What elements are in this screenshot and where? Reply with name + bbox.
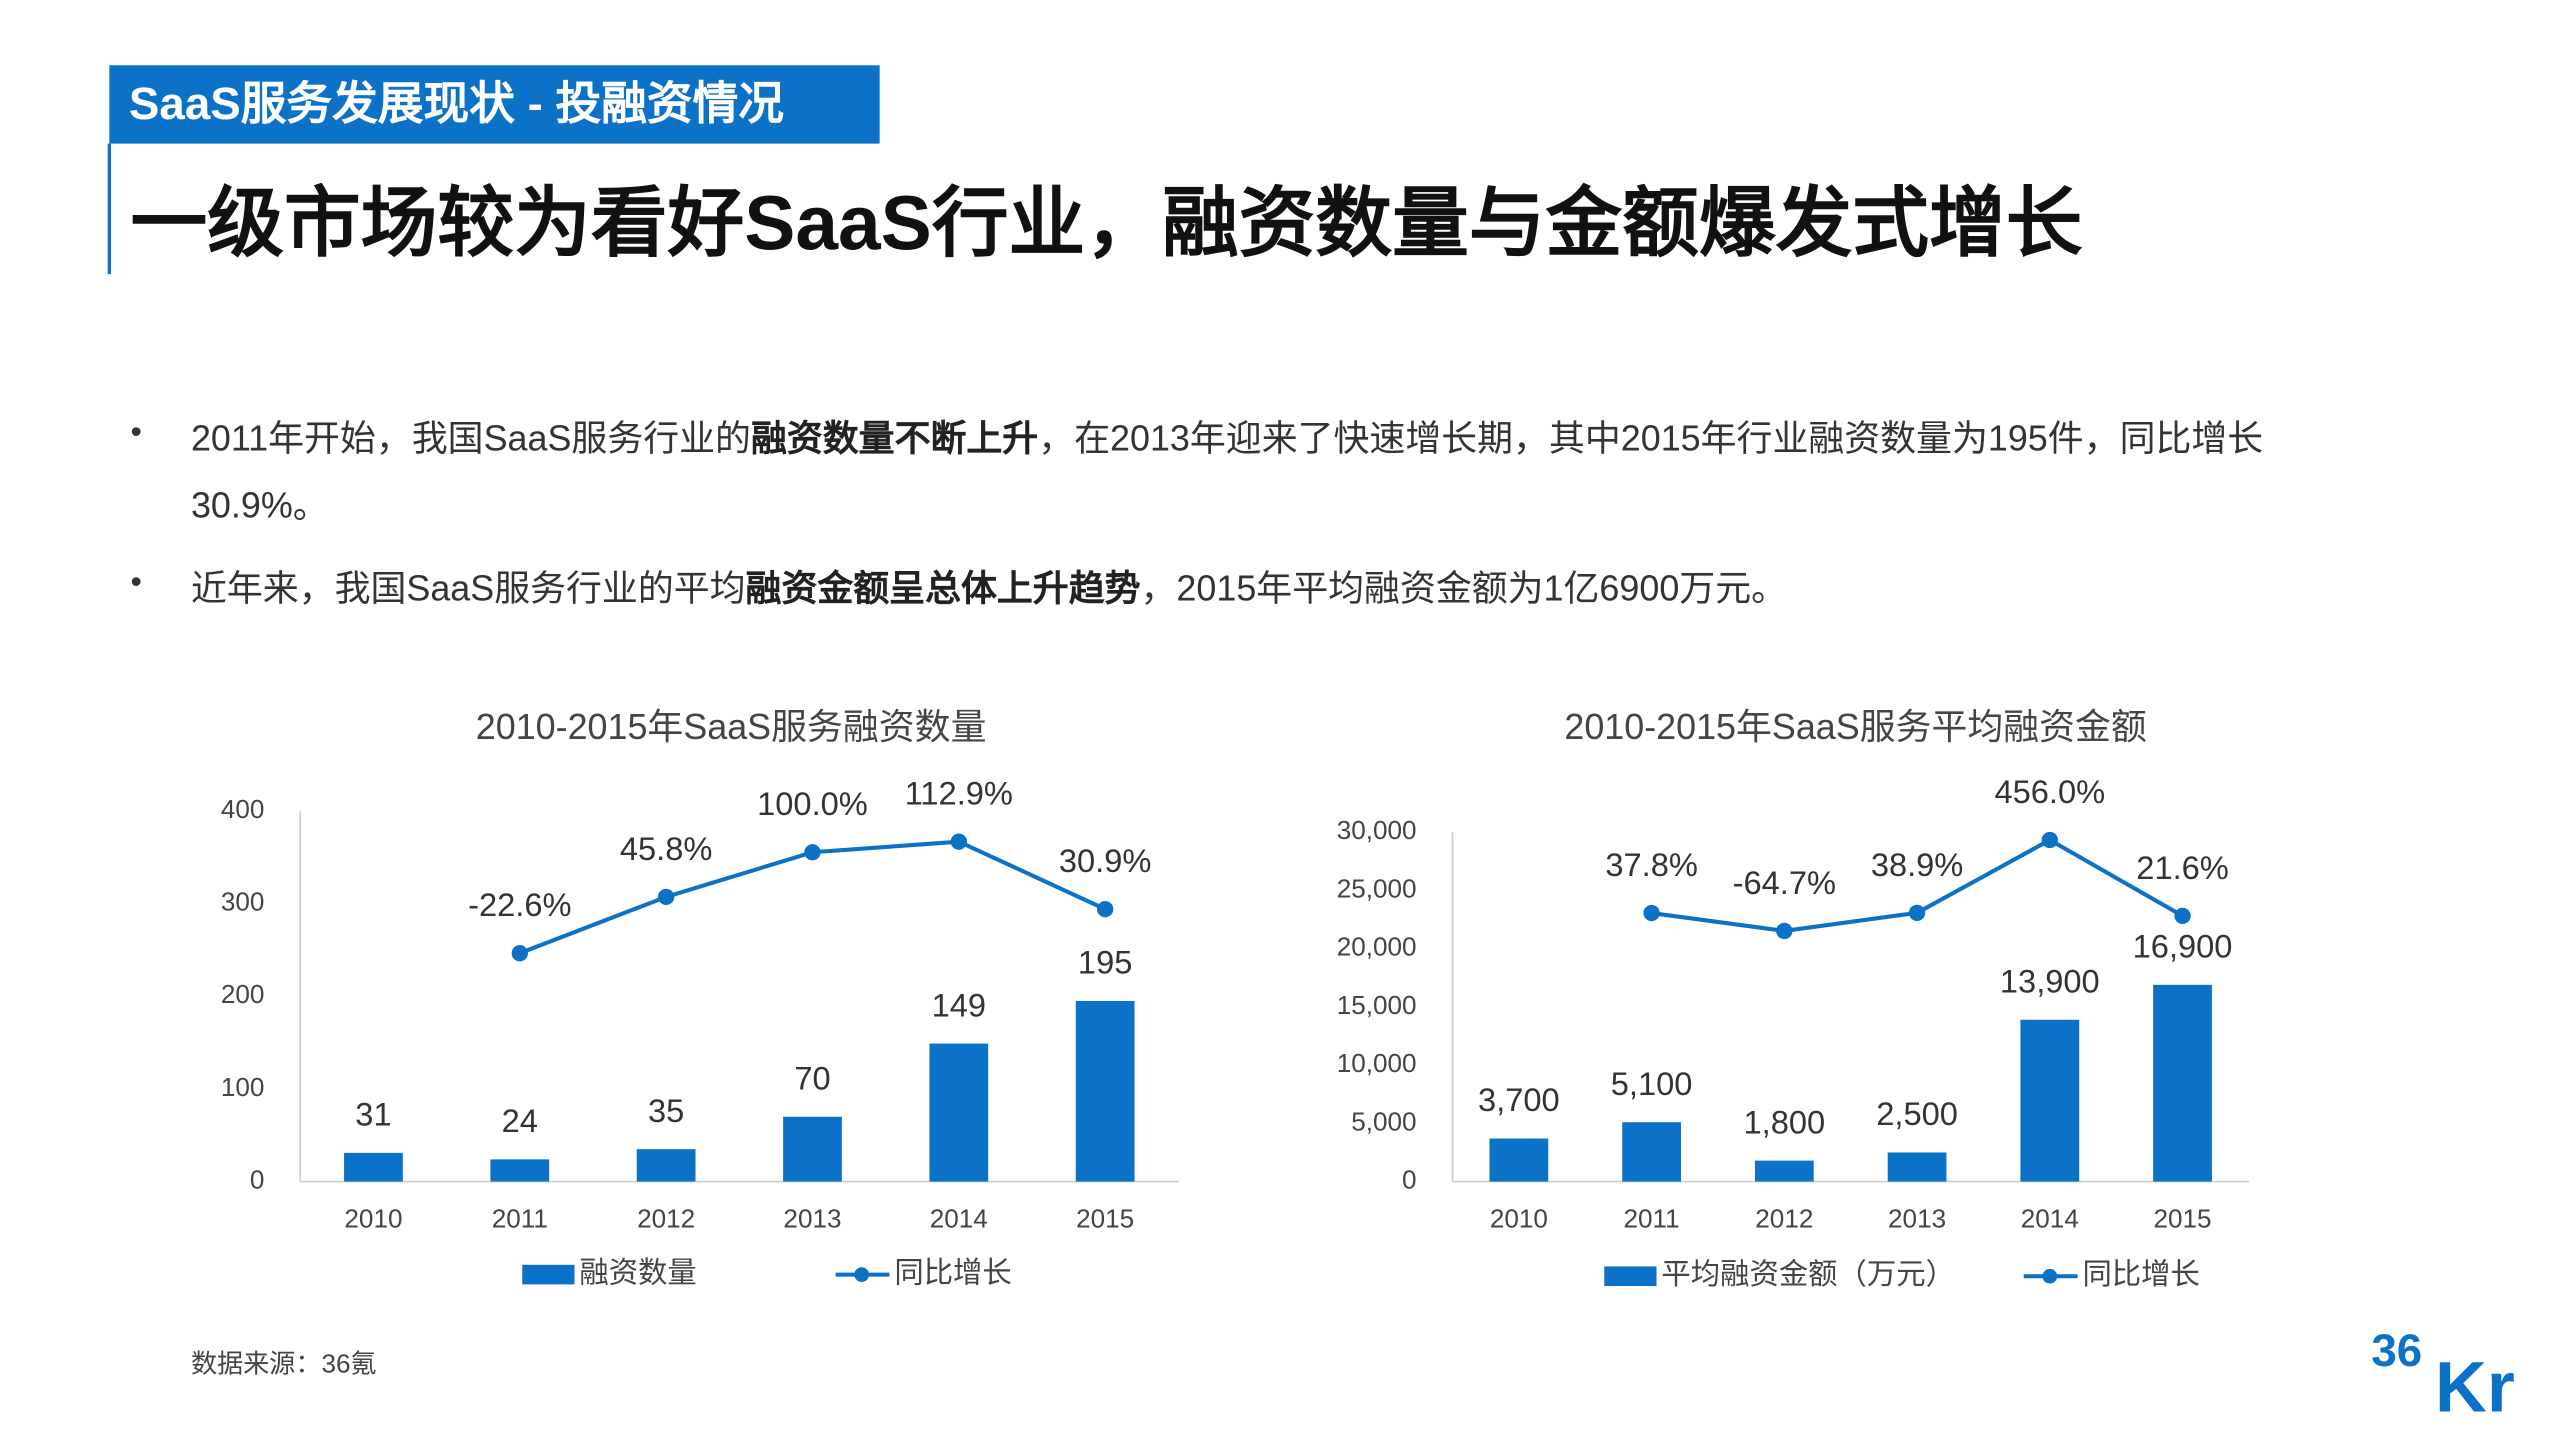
bar [929, 1043, 989, 1182]
bold-text: 融资数量不断上升 [750, 417, 1039, 459]
legend-label: 平均融资金额（万元） [1661, 1258, 1955, 1291]
bar [1489, 1138, 1549, 1182]
legend-swatch [522, 1264, 575, 1285]
chart-title: 2010-2015年SaaS服务融资数量 [476, 707, 987, 747]
x-tick-label: 2014 [2021, 1204, 2079, 1234]
data-label: 38.9% [1871, 846, 1964, 883]
bar [490, 1159, 550, 1182]
data-label: 13,900 [2000, 962, 2100, 999]
line-point [950, 833, 967, 850]
y-tick-label: 400 [221, 794, 265, 824]
data-label: 149 [932, 986, 986, 1023]
y-tick-label: 300 [221, 887, 265, 917]
x-tick-label: 2011 [1624, 1204, 1680, 1234]
line-point [804, 844, 821, 861]
x-tick-label: 2015 [2154, 1204, 2212, 1234]
line-point [657, 888, 675, 906]
bar [344, 1152, 403, 1182]
data-label: 100.0% [757, 785, 868, 822]
text: 近年来，我国SaaS服务行业的平均 [190, 567, 746, 609]
line-point [1908, 904, 1926, 922]
bar [1887, 1152, 1947, 1182]
data-label: -22.6% [468, 886, 571, 923]
accent-line [107, 143, 111, 275]
bullet-dot: • [130, 564, 143, 601]
slide-title: 一级市场较为看好SaaS行业，融资数量与金额爆发式增长 [130, 179, 2083, 267]
x-tick-label: 2014 [930, 1204, 988, 1234]
data-label: 24 [502, 1102, 538, 1139]
line-point [1643, 904, 1660, 922]
data-label: 5,100 [1611, 1065, 1693, 1102]
bar [1754, 1160, 1814, 1182]
y-tick-label: 200 [221, 979, 265, 1009]
data-label: 37.8% [1605, 846, 1698, 883]
x-tick-label: 2013 [783, 1204, 841, 1234]
y-tick-label: 5,000 [1351, 1106, 1416, 1136]
x-tick-label: 2012 [1755, 1204, 1813, 1234]
y-tick-label: 10,000 [1337, 1048, 1417, 1078]
data-label: 3,700 [1478, 1081, 1560, 1118]
bullet-text: 近年来，我国SaaS服务行业的平均融资金额呈总体上升趋势，2015年平均融资金额… [191, 555, 2378, 622]
line-point [1776, 922, 1793, 940]
x-tick-label: 2011 [492, 1204, 548, 1234]
data-label: 456.0% [1994, 773, 2105, 810]
bar [636, 1149, 696, 1182]
bullet-dot: • [130, 414, 143, 451]
line-point [2041, 831, 2058, 849]
x-tick-label: 2013 [1888, 1204, 1946, 1234]
data-label: 112.9% [905, 775, 1013, 812]
legend-label: 同比增长 [894, 1256, 1011, 1289]
data-label: 1,800 [1744, 1103, 1826, 1140]
data-label: 16,900 [2133, 928, 2233, 965]
logo: 36 [2371, 1325, 2423, 1376]
data-label: -64.7% [1733, 864, 1836, 901]
data-label: 30.9% [1059, 842, 1152, 879]
y-tick-label: 30,000 [1337, 815, 1417, 845]
text: ，在2013年迎来了快速增长期，其中2015年行业融资数量为195件，同比增长3… [190, 417, 2264, 526]
y-tick-label: 100 [221, 1072, 265, 1102]
bar [1622, 1122, 1681, 1182]
y-tick-label: 0 [250, 1164, 265, 1194]
bold-text: 融资金额呈总体上升趋势 [745, 567, 1141, 609]
y-tick-label: 25,000 [1337, 873, 1417, 903]
x-tick-label: 2010 [1490, 1204, 1548, 1234]
y-tick-label: 20,000 [1337, 932, 1417, 962]
legend-swatch [1604, 1266, 1657, 1287]
y-tick-label: 0 [1402, 1164, 1417, 1194]
line-point [1096, 901, 1114, 918]
data-label: 31 [355, 1096, 391, 1133]
bullet-text: 2011年开始，我国SaaS服务行业的融资数量不断上升，在2013年迎来了快速增… [191, 405, 2378, 539]
legend-dot [854, 1267, 870, 1282]
x-tick-label: 2012 [637, 1204, 695, 1234]
bar [783, 1116, 842, 1182]
data-label: 195 [1078, 944, 1132, 981]
data-label: 70 [794, 1059, 830, 1096]
y-tick-label: 15,000 [1337, 990, 1417, 1020]
bar [2020, 1019, 2080, 1182]
bar [1075, 1000, 1135, 1182]
data-label: 2,500 [1876, 1095, 1958, 1132]
data-label: 45.8% [620, 830, 713, 867]
text: 2011年开始，我国SaaS服务行业的 [190, 417, 751, 459]
legend-label: 同比增长 [2082, 1258, 2199, 1291]
x-tick-label: 2010 [344, 1204, 402, 1234]
logo: Kr [2434, 1348, 2515, 1429]
legend-dot [2042, 1268, 2058, 1284]
text: ，2015年平均融资金额为1亿6900万元。 [1140, 567, 1788, 609]
section-tag: SaaS服务发展现状 - 投融资情况 [109, 65, 880, 144]
x-tick-label: 2015 [1076, 1204, 1134, 1234]
data-label: 35 [648, 1092, 684, 1129]
source-note: 数据来源：36氪 [190, 1351, 377, 1380]
line-point [2174, 907, 2191, 925]
bar [2153, 984, 2212, 1182]
data-label: 21.6% [2136, 849, 2229, 886]
chart-title: 2010-2015年SaaS服务平均融资金额 [1564, 707, 2146, 747]
legend-label: 融资数量 [579, 1256, 696, 1289]
line-point [511, 945, 528, 962]
